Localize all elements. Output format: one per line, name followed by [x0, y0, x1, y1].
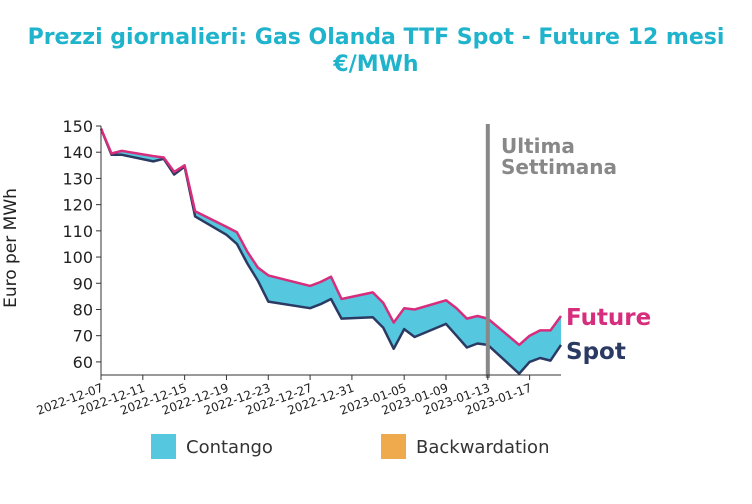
future-line	[99, 128, 563, 347]
annotation-settimana: Settimana	[501, 155, 617, 179]
y-tick-label: 60	[73, 353, 93, 372]
legend-swatch-contango	[151, 434, 176, 459]
chart-title-line1: Prezzi giornalieri: Gas Olanda TTF Spot …	[27, 25, 725, 50]
annotation-ultima: Ultima	[501, 134, 575, 158]
spot-end-label: Spot	[566, 339, 626, 365]
future-end-label: Future	[566, 305, 651, 331]
contango-fill	[101, 128, 561, 374]
y-axis-label: Euro per MWh	[1, 188, 21, 308]
y-tick-label: 90	[73, 274, 93, 293]
y-tick-label: 70	[73, 327, 93, 346]
y-tick-label: 110	[62, 222, 93, 241]
y-tick-label: 130	[62, 169, 93, 188]
y-tick-label: 120	[62, 196, 93, 215]
y-tick-label: 150	[62, 117, 93, 136]
chart-title: Prezzi giornalieri: Gas Olanda TTF Spot …	[0, 24, 752, 78]
y-tick-label: 140	[62, 143, 93, 162]
legend-swatch-backwardation	[381, 434, 406, 459]
chart-title-line2: €/MWh	[333, 52, 419, 77]
y-tick-label: 100	[62, 248, 93, 267]
legend-label-contango: Contango	[186, 437, 273, 458]
y-tick-label: 80	[73, 300, 93, 319]
plot-area: 607080901001101201301401502022-12-072022…	[35, 117, 563, 418]
legend-label-backwardation: Backwardation	[416, 437, 549, 458]
